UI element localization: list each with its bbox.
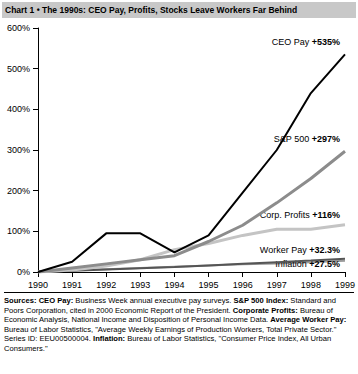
svg-text:+535%: +535% — [312, 37, 340, 47]
svg-text:1990: 1990 — [28, 280, 48, 290]
html-text:Sources: CEO Pay: Business Wee: Sources: CEO Pay: Business Week annual e… — [4, 296, 347, 325]
svg-text:1992: 1992 — [96, 280, 116, 290]
svg-text:1994: 1994 — [164, 280, 184, 290]
html-text:Bureau of Labor Statistics, "A: Bureau of Labor Statistics, "Average Wee… — [4, 324, 337, 353]
svg-text:1995: 1995 — [199, 280, 219, 290]
svg-text:500%: 500% — [7, 64, 30, 74]
svg-text:1993: 1993 — [130, 280, 150, 290]
svg-text:1991: 1991 — [62, 280, 82, 290]
svg-text:400%: 400% — [7, 104, 30, 114]
svg-text:200%: 200% — [7, 186, 30, 196]
svg-text:100%: 100% — [7, 226, 30, 236]
html-text:Chart 1 • The 1990s: CEO Pay,: Chart 1 • The 1990s: CEO Pay, Profits, S… — [5, 5, 298, 15]
svg-text:1997: 1997 — [267, 280, 287, 290]
svg-text:Corp. Profits: Corp. Profits — [260, 210, 313, 220]
svg-text:+27.5%: +27.5% — [309, 258, 340, 269]
svg-text:600%: 600% — [7, 23, 30, 33]
svg-text:+297%: +297% — [312, 134, 340, 144]
svg-text:S&P 500: S&P 500 — [274, 134, 312, 144]
svg-text:Worker Pay: Worker Pay — [260, 245, 309, 255]
svg-text:1996: 1996 — [233, 280, 253, 290]
svg-text:1998: 1998 — [301, 280, 321, 290]
svg-text:0%: 0% — [17, 267, 30, 277]
svg-text:Inflation: Inflation — [275, 258, 310, 269]
svg-text:+32.3%: +32.3% — [309, 245, 340, 255]
svg-text:1999: 1999 — [335, 280, 355, 290]
svg-text:300%: 300% — [7, 145, 30, 155]
svg-text:CEO Pay: CEO Pay — [272, 37, 312, 47]
svg-text:+116%: +116% — [312, 210, 340, 220]
